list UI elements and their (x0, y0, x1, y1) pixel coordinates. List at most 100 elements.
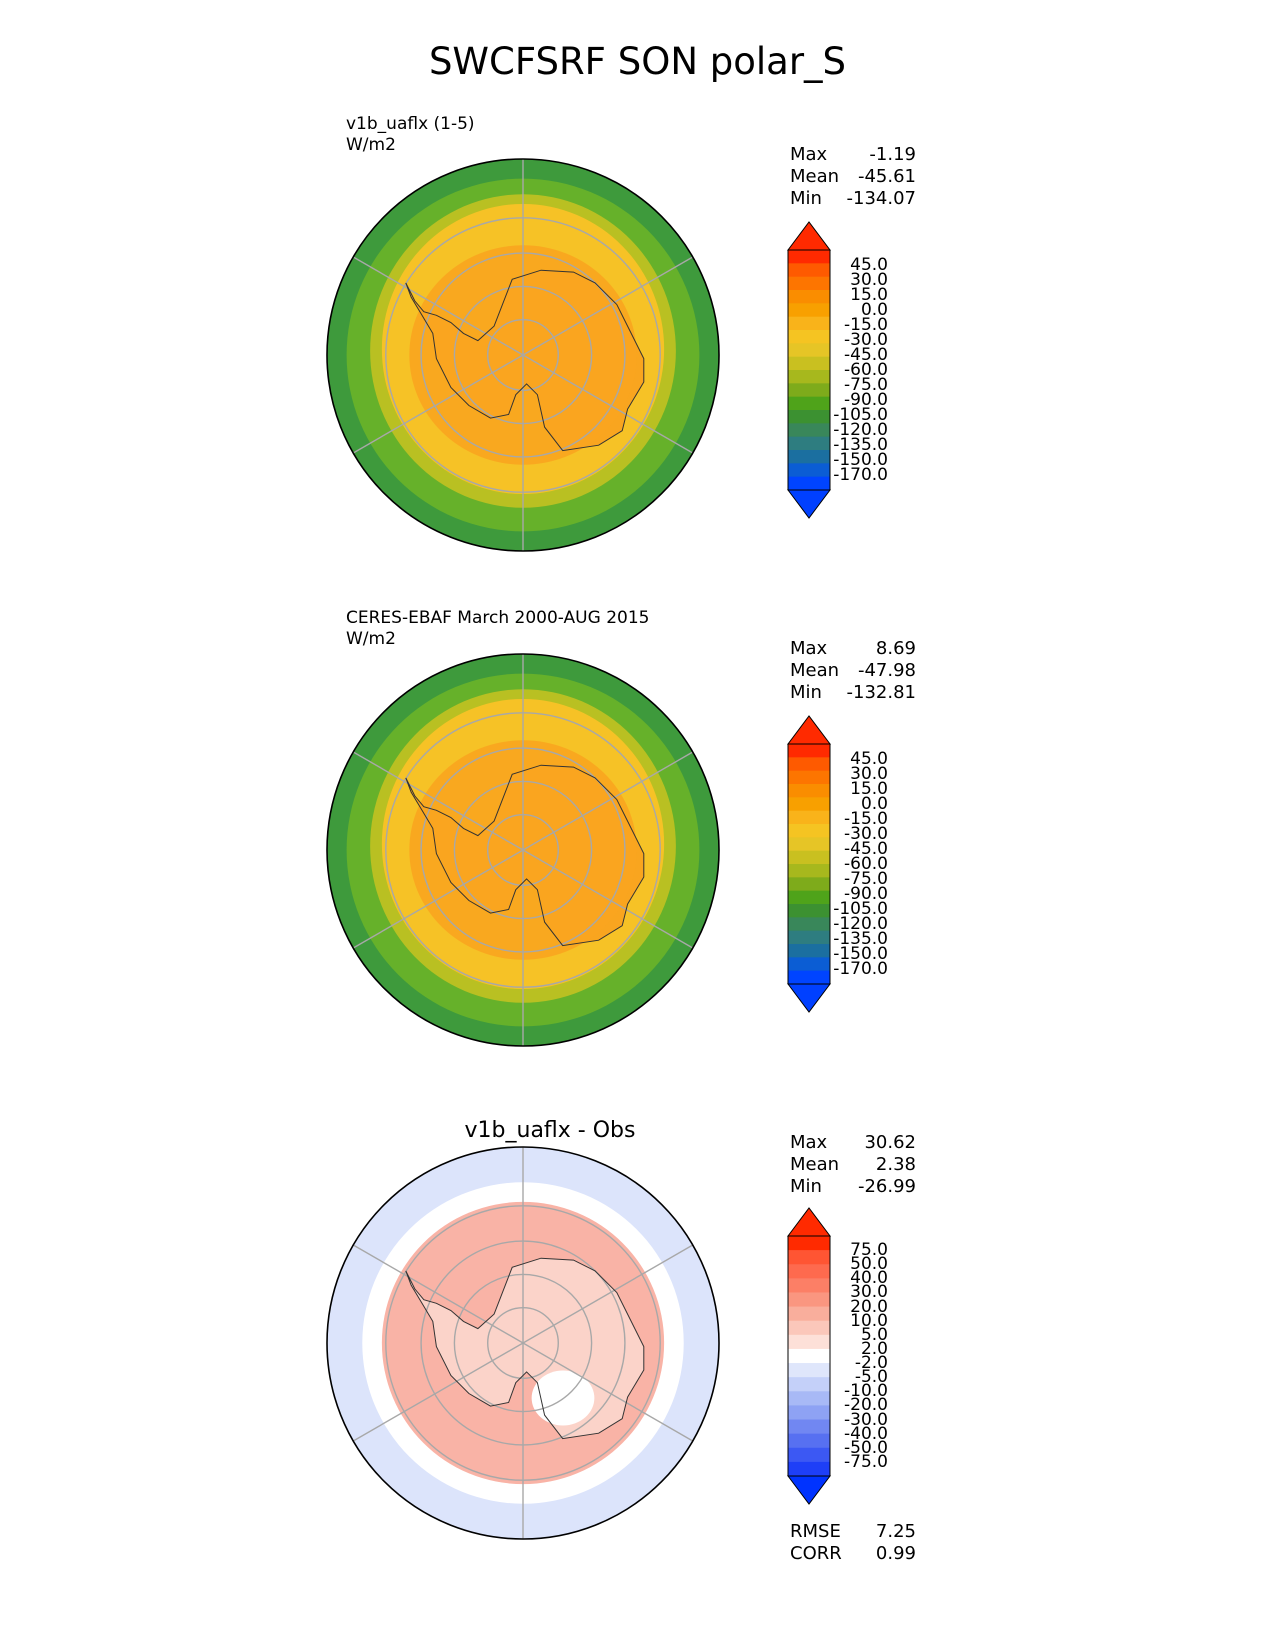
colorbar-tick-label: -120.0 (833, 420, 888, 440)
colorbar-segment (788, 436, 830, 451)
colorbar-tick-label: -40.0 (844, 1423, 888, 1444)
colorbar-segment (788, 1433, 830, 1449)
colorbar-tick-label: -15.0 (844, 809, 888, 829)
colorbar-tick-label: 2.0 (860, 1338, 888, 1359)
colorbar-segment (788, 276, 830, 291)
colorbar-segment (788, 784, 830, 798)
colorbar-tick-label: 15.0 (850, 285, 888, 305)
colorbar-segment (788, 343, 830, 358)
stat-min: Min -134.07 (790, 188, 916, 209)
colorbar-tick-label: -75.0 (844, 375, 888, 395)
colorbar-tick-label: 50.0 (850, 1254, 888, 1275)
colorbar-segment (788, 890, 830, 905)
colorbar-segment (788, 904, 830, 918)
colorbar-diff (787, 1207, 831, 1505)
colorbar-tick-label: -90.0 (844, 884, 888, 904)
colorbar-segment (788, 770, 830, 785)
colorbar-test (787, 221, 831, 519)
meridian-line (352, 256, 694, 454)
panel-1-title: v1b_uaflx (1-5) W/m2 (346, 114, 475, 156)
colorbar-segment (788, 1250, 830, 1265)
colorbar-tick-label: 30.0 (850, 270, 888, 290)
colorbar-tick-label: -60.0 (844, 854, 888, 874)
polar-map-test (326, 158, 720, 552)
colorbar-tick-label: -20.0 (844, 1395, 888, 1416)
colorbar-segment (788, 797, 830, 812)
colorbar-tick-label: -150.0 (833, 944, 888, 964)
coastline (405, 269, 645, 452)
colorbar-tick-label: 0.0 (860, 794, 888, 814)
colorbar-segment (788, 1264, 830, 1279)
colorbar-tick-label: -170.0 (833, 465, 888, 485)
colorbar-tick-label: -30.0 (844, 330, 888, 350)
colorbar-tick-label: -105.0 (833, 405, 888, 425)
colorbar-tick-label: -75.0 (844, 869, 888, 889)
colorbar-segment (788, 1419, 830, 1435)
panel-2-units: W/m2 (346, 629, 396, 649)
meridian-line (352, 751, 694, 949)
colorbar-tick-label: -5.0 (854, 1367, 888, 1388)
stat-max: Max -1.19 (790, 144, 916, 165)
polar-map-diff (326, 1146, 720, 1540)
colorbar-tick-label: -50.0 (844, 1437, 888, 1458)
panel-3-title: v1b_uaflx - Obs (464, 1118, 636, 1143)
colorbar-tick-label: 40.0 (850, 1268, 888, 1289)
colorbar-segment (788, 370, 830, 384)
colorbar-segment (788, 1236, 830, 1251)
coastline (405, 764, 645, 947)
graticule (352, 654, 694, 1046)
colorbar-segment (788, 930, 830, 945)
colorbar-segment (788, 1391, 830, 1407)
colorbar-segment (788, 1348, 830, 1364)
panel-1-units: W/m2 (346, 135, 396, 155)
colorbar-tick-label: 0.0 (860, 300, 888, 320)
colorbar-tick-label: 15.0 (850, 779, 888, 799)
colorbar-tick-label: 30.0 (850, 764, 888, 784)
colorbar-segment (788, 957, 830, 972)
colorbar-tick-label: -45.0 (844, 345, 888, 365)
colorbar-tick-label: -45.0 (844, 839, 888, 859)
colorbar-ref (787, 715, 831, 1013)
colorbar-segment (788, 396, 830, 411)
colorbar-frame (787, 743, 831, 985)
figure-title: SWCFSRF SON polar_S (428, 40, 847, 83)
colorbar-under-arrow (787, 983, 831, 1013)
colorbar-tick-label: -105.0 (833, 899, 888, 919)
colorbar-tick-label: -15.0 (844, 315, 888, 335)
graticule (352, 159, 694, 551)
colorbar-segment (788, 303, 830, 318)
colorbar-tick-label: -2.0 (854, 1353, 888, 1374)
colorbar-tick-label: -150.0 (833, 450, 888, 470)
colorbar-tick-label: -60.0 (844, 360, 888, 380)
colorbar-segment (788, 1377, 830, 1392)
map-boundary (326, 653, 720, 1047)
stat-mean: Mean -45.61 (790, 166, 916, 187)
colorbar-over-arrow (787, 715, 831, 745)
colorbar-segment (788, 944, 830, 958)
colorbar-segment (788, 1461, 830, 1477)
colorbar-under-arrow (787, 489, 831, 519)
colorbar-tick-label: -170.0 (833, 959, 888, 979)
colorbar-segment (788, 917, 830, 932)
polar-map-ref (326, 653, 720, 1047)
colorbar-tick-label: 45.0 (850, 255, 888, 275)
stat-mean: Mean 2.38 (790, 1154, 916, 1175)
meridian-line (352, 1244, 694, 1442)
colorbar-segment (788, 263, 830, 278)
colorbar-segment (788, 864, 830, 878)
panel-3-stats: Max 30.62 Mean 2.38 Min -26.99 (790, 1132, 916, 1198)
colorbar-segment (788, 476, 830, 491)
colorbar-tick-label: 10.0 (850, 1310, 888, 1331)
colorbar-frame (787, 249, 831, 491)
colorbar-under-arrow (787, 1475, 831, 1505)
colorbar-tick-label: -30.0 (844, 824, 888, 844)
panel-2-title: CERES-EBAF March 2000-AUG 2015 W/m2 (346, 608, 649, 650)
colorbar-segment (788, 450, 830, 464)
colorbar-segment (788, 463, 830, 478)
colorbar-segment (788, 824, 830, 838)
panel-2-stats: Max 8.69 Mean -47.98 Min -132.81 (790, 638, 916, 704)
colorbar-segment (788, 757, 830, 772)
colorbar-segment (788, 1320, 830, 1336)
colorbar-tick-label: 30.0 (850, 1282, 888, 1303)
colorbar-segment (788, 850, 830, 865)
